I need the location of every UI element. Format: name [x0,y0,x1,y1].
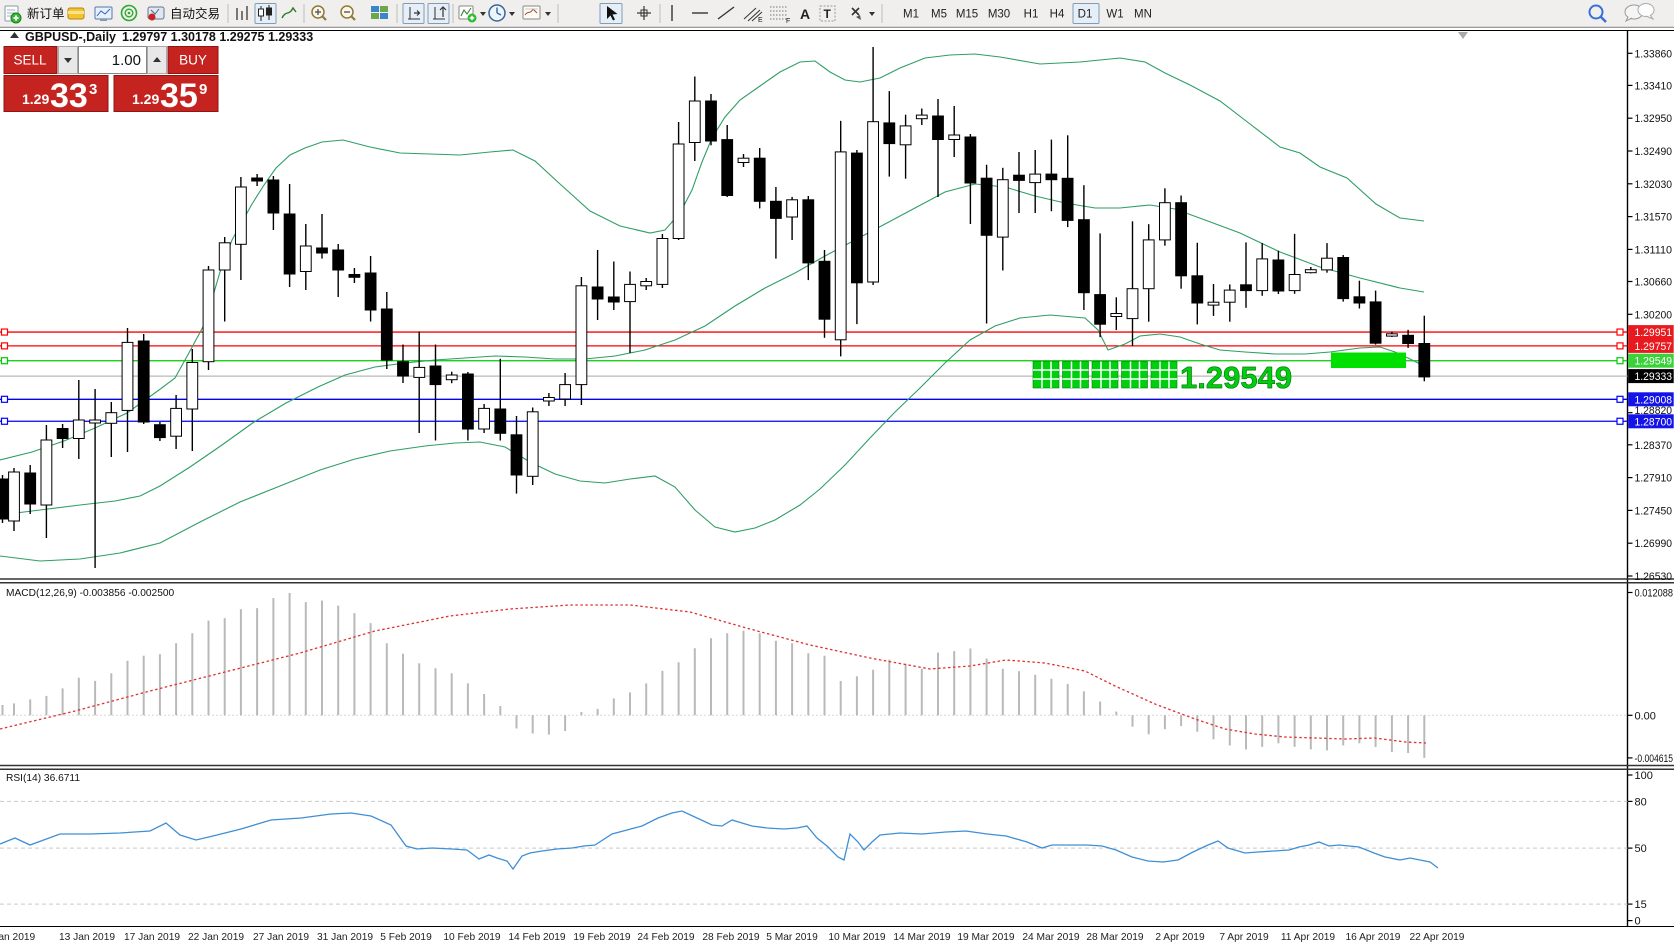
svg-text:7 Apr 2019: 7 Apr 2019 [1219,932,1269,943]
svg-text:17 Jan 2019: 17 Jan 2019 [124,932,180,943]
svg-text:W1: W1 [1106,9,1123,21]
svg-text:5 Feb 2019: 5 Feb 2019 [380,932,432,943]
svg-text:1.31110: 1.31110 [1635,244,1673,256]
svg-text:1.31570: 1.31570 [1635,212,1673,224]
svg-text:1.32490: 1.32490 [1635,146,1673,158]
svg-text:1.29: 1.29 [132,91,159,107]
svg-text:1.27910: 1.27910 [1635,473,1673,485]
svg-text:13 Jan 2019: 13 Jan 2019 [59,932,115,943]
svg-text:19 Mar 2019: 19 Mar 2019 [957,932,1015,943]
svg-text:24 Mar 2019: 24 Mar 2019 [1022,932,1080,943]
svg-text:10 Mar 2019: 10 Mar 2019 [828,932,886,943]
svg-text:2 Apr 2019: 2 Apr 2019 [1155,932,1205,943]
svg-text:1.29757: 1.29757 [1635,341,1673,353]
svg-text:1.32950: 1.32950 [1635,113,1673,125]
svg-text:1.29549: 1.29549 [1180,360,1292,395]
svg-text:F: F [786,18,790,25]
svg-text:10 Feb 2019: 10 Feb 2019 [443,932,501,943]
svg-text:M30: M30 [988,9,1010,21]
svg-text:新订单: 新订单 [27,6,65,21]
svg-text:1.30200: 1.30200 [1635,309,1673,321]
svg-text:1.00: 1.00 [112,52,141,69]
svg-text:SELL: SELL [13,53,47,68]
svg-text:1.29008: 1.29008 [1635,394,1673,406]
svg-text:0: 0 [1635,916,1641,928]
svg-text:1.30660: 1.30660 [1635,277,1673,289]
svg-text:1.29333: 1.29333 [1635,371,1673,383]
svg-text:A: A [800,6,810,22]
svg-text:1.26530: 1.26530 [1635,571,1673,583]
svg-text:24 Feb 2019: 24 Feb 2019 [637,932,695,943]
svg-text:33: 33 [50,77,88,115]
svg-text:31 Jan 2019: 31 Jan 2019 [317,932,373,943]
svg-text:1.27450: 1.27450 [1635,505,1673,517]
svg-text:E: E [758,17,763,24]
svg-text:M15: M15 [956,9,978,21]
svg-text:16 Apr 2019: 16 Apr 2019 [1346,932,1401,943]
svg-text:50: 50 [1635,843,1647,855]
svg-text:35: 35 [160,77,198,115]
svg-text:T: T [824,7,832,21]
svg-text:100: 100 [1635,770,1653,782]
svg-text:M5: M5 [931,9,947,21]
svg-text:M1: M1 [903,9,919,21]
svg-text:1.28700: 1.28700 [1635,416,1673,428]
svg-text:H4: H4 [1050,9,1065,21]
svg-text:19 Feb 2019: 19 Feb 2019 [573,932,631,943]
svg-text:27 Jan 2019: 27 Jan 2019 [253,932,309,943]
svg-text:15: 15 [1635,899,1647,911]
svg-text:28 Mar 2019: 28 Mar 2019 [1086,932,1144,943]
svg-text:1.33410: 1.33410 [1635,80,1673,92]
svg-text:D1: D1 [1078,9,1093,21]
svg-text:自动交易: 自动交易 [170,6,220,21]
svg-text:1.28820: 1.28820 [1635,405,1673,417]
svg-text:0.00: 0.00 [1635,710,1656,722]
svg-text:H1: H1 [1024,9,1039,21]
svg-text:80: 80 [1635,796,1647,808]
svg-text:1.26990: 1.26990 [1635,538,1673,550]
svg-text:-0.004615: -0.004615 [1635,753,1674,765]
svg-text:9: 9 [199,81,207,98]
svg-text:11 Apr 2019: 11 Apr 2019 [1281,932,1336,943]
svg-text:1.29: 1.29 [22,91,49,107]
svg-text:14 Feb 2019: 14 Feb 2019 [508,932,566,943]
svg-text:3: 3 [89,81,97,98]
svg-text:GBPUSD-,Daily: GBPUSD-,Daily [25,30,116,44]
svg-text:5 Mar 2019: 5 Mar 2019 [766,932,818,943]
svg-text:1.28370: 1.28370 [1635,440,1673,452]
svg-text:1.32030: 1.32030 [1635,179,1673,191]
svg-text:MN: MN [1134,9,1152,21]
svg-text:BUY: BUY [179,53,207,68]
svg-text:8 Jan 2019: 8 Jan 2019 [0,932,36,943]
svg-text:MACD(12,26,9) -0.003856 -0.002: MACD(12,26,9) -0.003856 -0.002500 [6,588,175,599]
svg-text:14 Mar 2019: 14 Mar 2019 [893,932,951,943]
svg-text:28 Feb 2019: 28 Feb 2019 [702,932,760,943]
svg-text:1.33860: 1.33860 [1635,48,1673,60]
svg-text:0.012088: 0.012088 [1635,588,1674,600]
svg-text:1.29549: 1.29549 [1635,356,1673,368]
svg-text:22 Jan 2019: 22 Jan 2019 [188,932,244,943]
svg-text:22 Apr 2019: 22 Apr 2019 [1410,932,1465,943]
svg-text:RSI(14) 36.6711: RSI(14) 36.6711 [6,773,80,784]
svg-text:1.29951: 1.29951 [1635,327,1673,339]
svg-text:1.29797 1.30178 1.29275 1.2933: 1.29797 1.30178 1.29275 1.29333 [122,30,313,44]
